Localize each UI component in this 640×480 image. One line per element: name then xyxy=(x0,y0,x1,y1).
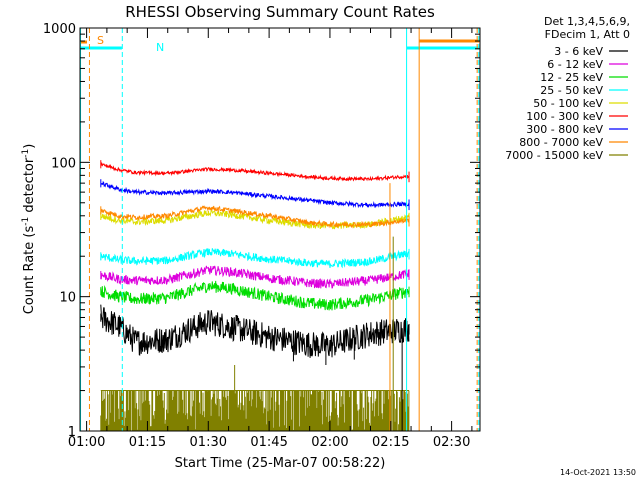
x-tick-label: 02:30 xyxy=(433,435,470,450)
y-tick-label: 10 xyxy=(59,291,76,306)
legend-label: 100 - 300 keV xyxy=(526,110,603,123)
series-7 xyxy=(100,205,410,229)
legend-header-2: FDecim 1, Att 0 xyxy=(545,28,630,41)
series-trace xyxy=(100,304,410,358)
series-trace xyxy=(100,265,410,289)
legend-label: 3 - 6 keV xyxy=(554,45,603,58)
y-tick-label: 1 xyxy=(68,425,76,440)
marker-label-n: N xyxy=(156,41,164,54)
series-trace xyxy=(100,205,410,229)
y-axis: 1 10 100 1000 xyxy=(43,22,480,440)
legend-header-1: Det 1,3,4,5,6,9, xyxy=(544,15,630,28)
legend-label: 7000 - 15000 keV xyxy=(505,149,603,162)
legend: Det 1,3,4,5,6,9, FDecim 1, Att 0 3 - 6 k… xyxy=(505,15,630,162)
series-2 xyxy=(100,280,410,311)
y-label-sup1: -1 xyxy=(21,217,31,226)
y-label-part2: detector xyxy=(22,157,37,217)
x-tick-label: 01:45 xyxy=(250,435,287,450)
footer-date: 14-Oct-2021 13:50 xyxy=(560,468,636,477)
low-channel-dips xyxy=(292,328,403,431)
marker-lines xyxy=(80,28,480,431)
legend-label: 50 - 100 keV xyxy=(533,97,603,110)
x-tick-label: 02:15 xyxy=(372,435,409,450)
series-0 xyxy=(100,304,410,358)
series-trace xyxy=(100,161,410,182)
y-axis-label: Count Rate (s-1 detector-1) xyxy=(21,144,37,315)
y-tick-label: 1000 xyxy=(43,22,76,37)
legend-label: 800 - 7000 keV xyxy=(519,136,603,149)
x-tick-label: 01:30 xyxy=(190,435,227,450)
x-tick-label: 01:15 xyxy=(129,435,166,450)
series-6 xyxy=(100,179,410,211)
legend-label: 25 - 50 keV xyxy=(540,84,603,97)
y-tick-label: 100 xyxy=(51,156,76,171)
series-8 xyxy=(100,364,410,431)
y-label-part3: ) xyxy=(22,144,37,149)
marker-label-s: S xyxy=(97,34,104,47)
legend-label: 12 - 25 keV xyxy=(540,71,603,84)
x-axis-label: Start Time (25-Mar-07 00:58:22) xyxy=(175,456,386,471)
y-label-sup2: -1 xyxy=(21,149,31,158)
series-trace xyxy=(100,280,410,311)
legend-label: 300 - 800 keV xyxy=(526,123,603,136)
y-label-part1: Count Rate (s xyxy=(22,226,37,315)
x-tick-label: 02:00 xyxy=(311,435,348,450)
series-trace xyxy=(100,248,410,269)
series-1 xyxy=(100,265,410,289)
series-layer xyxy=(100,160,410,431)
chart-title: RHESSI Observing Summary Count Rates xyxy=(125,3,435,21)
plot-frame xyxy=(79,27,481,432)
series-trace xyxy=(100,390,410,431)
x-axis: 01:00 01:15 01:30 01:45 02:00 02:15 02:30 xyxy=(68,28,473,450)
legend-label: 6 - 12 keV xyxy=(547,58,603,71)
series-3 xyxy=(100,248,410,269)
series-trace xyxy=(100,180,410,209)
series-5 xyxy=(100,160,410,183)
x-tick-label: 01:00 xyxy=(68,435,105,450)
